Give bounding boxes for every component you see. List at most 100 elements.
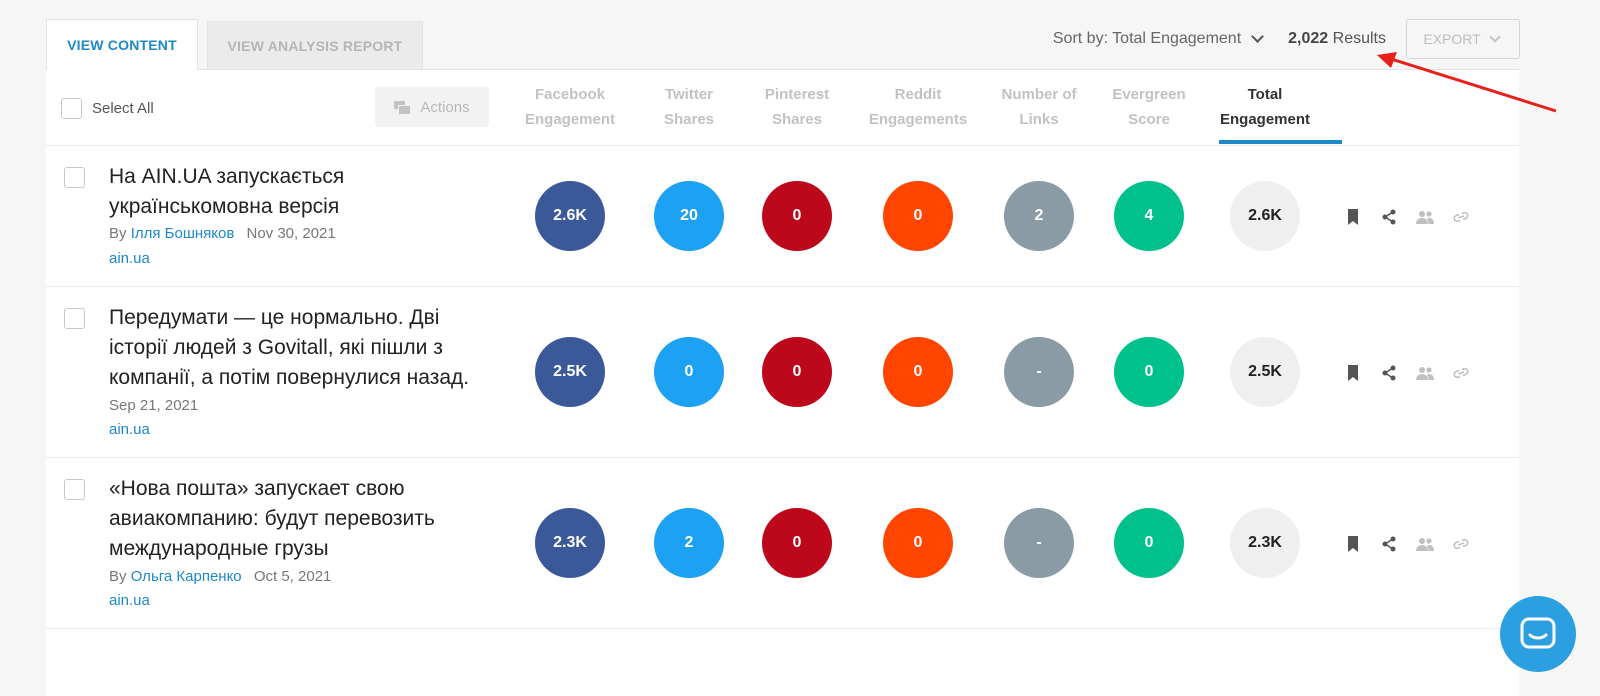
- share-icon[interactable]: [1379, 363, 1399, 383]
- col-label-line2: Score: [1128, 111, 1170, 128]
- article-title[interactable]: «Нова пошта» запускает свою авиакомпанию…: [109, 477, 435, 560]
- col-label-line1: Twitter: [664, 86, 714, 103]
- author-link[interactable]: Ілля Бошняков: [130, 225, 235, 242]
- col-total-engagement[interactable]: Total Engagement: [1220, 82, 1310, 132]
- by-label: By: [109, 568, 127, 585]
- col-reddit-engagements[interactable]: Reddit Engagements: [869, 82, 967, 132]
- sort-dropdown[interactable]: Sort by: Total Engagement: [1053, 30, 1266, 48]
- chat-launcher-button[interactable]: [1500, 596, 1576, 672]
- col-label-line2: Shares: [771, 111, 823, 128]
- col-label-line1: Pinterest: [764, 86, 830, 103]
- col-label-line1: Number of: [1001, 86, 1077, 103]
- table-row: Передумати — це нормально. Дві історії л…: [46, 287, 1519, 458]
- sort-label: Sort by: Total Engagement: [1052, 30, 1242, 47]
- evergreen-score-value: 0: [1114, 337, 1184, 407]
- col-label-line2: Engagements: [868, 111, 968, 128]
- tab-view-content[interactable]: VIEW CONTENT: [46, 19, 198, 70]
- author-link[interactable]: Ольга Карпенко: [130, 568, 242, 585]
- tab-view-analysis-report[interactable]: VIEW ANALYSIS REPORT: [207, 21, 423, 70]
- col-facebook-engagement[interactable]: Facebook Engagement: [525, 82, 615, 132]
- total-engagement-value: 2.5K: [1230, 337, 1300, 407]
- total-engagement-value: 2.6K: [1230, 181, 1300, 251]
- facebook-engagement-value: 2.6K: [535, 181, 605, 251]
- col-label-line1: Facebook: [534, 86, 606, 103]
- col-label-line1: Reddit: [894, 86, 942, 103]
- row-actions: [1343, 534, 1471, 554]
- reddit-engagements-value: 0: [883, 508, 953, 578]
- select-all-checkbox[interactable]: [61, 98, 82, 119]
- article-date: Sep 21, 2021: [109, 397, 199, 414]
- export-button[interactable]: EXPORT: [1406, 19, 1520, 59]
- pinterest-shares-value: 0: [762, 508, 832, 578]
- twitter-shares-value: 0: [654, 337, 724, 407]
- twitter-shares-value: 20: [654, 181, 724, 251]
- users-icon[interactable]: [1415, 207, 1435, 227]
- actions-label: Actions: [420, 98, 470, 116]
- facebook-engagement-value: 2.5K: [535, 337, 605, 407]
- col-pinterest-shares[interactable]: Pinterest Shares: [765, 82, 829, 132]
- article-date: Oct 5, 2021: [253, 568, 332, 585]
- bookmark-icon[interactable]: [1343, 363, 1363, 383]
- reddit-engagements-value: 0: [883, 337, 953, 407]
- by-label: By: [109, 225, 127, 242]
- evergreen-score-value: 4: [1114, 181, 1184, 251]
- number-of-links-value: 2: [1004, 181, 1074, 251]
- evergreen-score-value: 0: [1114, 508, 1184, 578]
- row-checkbox[interactable]: [64, 167, 85, 188]
- chat-icon: [1520, 617, 1556, 649]
- results-label: Results: [1332, 30, 1386, 47]
- domain-link[interactable]: ain.ua: [109, 592, 150, 609]
- results-number: 2,022: [1288, 30, 1329, 47]
- col-twitter-shares[interactable]: Twitter Shares: [664, 82, 714, 132]
- pinterest-shares-value: 0: [762, 181, 832, 251]
- total-engagement-value: 2.3K: [1230, 508, 1300, 578]
- col-number-of-links[interactable]: Number of Links: [1002, 82, 1077, 132]
- actions-icon: [394, 101, 412, 115]
- link-icon[interactable]: [1451, 363, 1471, 383]
- row-actions: [1343, 363, 1471, 383]
- number-of-links-value: -: [1004, 508, 1074, 578]
- bookmark-icon[interactable]: [1343, 207, 1363, 227]
- col-label-line2: Shares: [663, 111, 715, 128]
- reddit-engagements-value: 0: [883, 181, 953, 251]
- row-actions: [1343, 207, 1471, 227]
- link-icon[interactable]: [1451, 207, 1471, 227]
- link-icon[interactable]: [1451, 534, 1471, 554]
- col-evergreen-score[interactable]: Evergreen Score: [1112, 82, 1185, 132]
- results-count: 2,022 Results: [1288, 30, 1386, 48]
- table-row: На AIN.UA запускається українськомовна в…: [46, 146, 1519, 287]
- results-toolbar: Sort by: Total Engagement 2,022 Results …: [1053, 19, 1520, 59]
- users-icon[interactable]: [1415, 363, 1435, 383]
- chevron-down-icon: [1488, 30, 1501, 43]
- article-date: Nov 30, 2021: [246, 225, 336, 242]
- domain-link[interactable]: ain.ua: [109, 421, 150, 438]
- col-label-line1: Evergreen: [1112, 86, 1186, 103]
- content-tabs: VIEW CONTENT VIEW ANALYSIS REPORT: [46, 19, 423, 70]
- bookmark-icon[interactable]: [1343, 534, 1363, 554]
- table-row: «Нова пошта» запускает свою авиакомпанию…: [46, 458, 1519, 629]
- results-panel: Select All Actions Facebook Engagement Tw…: [46, 69, 1519, 696]
- article-meta: By Ілля Бошняков Nov 30, 2021: [109, 225, 336, 242]
- share-icon[interactable]: [1379, 207, 1399, 227]
- col-label-line1: Total: [1247, 86, 1283, 103]
- article-meta: Sep 21, 2021: [109, 397, 198, 414]
- col-label-line2: Engagement: [1219, 111, 1311, 128]
- table-header: Select All Actions Facebook Engagement Tw…: [46, 70, 1519, 146]
- export-label: EXPORT: [1423, 31, 1481, 47]
- facebook-engagement-value: 2.3K: [535, 508, 605, 578]
- share-icon[interactable]: [1379, 534, 1399, 554]
- article-title[interactable]: Передумати — це нормально. Дві історії л…: [109, 306, 470, 389]
- article-title[interactable]: На AIN.UA запускається українськомовна в…: [109, 165, 345, 218]
- pinterest-shares-value: 0: [762, 337, 832, 407]
- article-meta: By Ольга Карпенко Oct 5, 2021: [109, 568, 331, 585]
- domain-link[interactable]: ain.ua: [109, 250, 150, 267]
- row-checkbox[interactable]: [64, 479, 85, 500]
- actions-button[interactable]: Actions: [375, 87, 489, 127]
- users-icon[interactable]: [1415, 534, 1435, 554]
- twitter-shares-value: 2: [654, 508, 724, 578]
- row-checkbox[interactable]: [64, 308, 85, 329]
- col-label-line2: Links: [1019, 111, 1059, 128]
- number-of-links-value: -: [1004, 337, 1074, 407]
- chevron-down-icon: [1251, 30, 1265, 43]
- active-sort-indicator: [1219, 140, 1342, 144]
